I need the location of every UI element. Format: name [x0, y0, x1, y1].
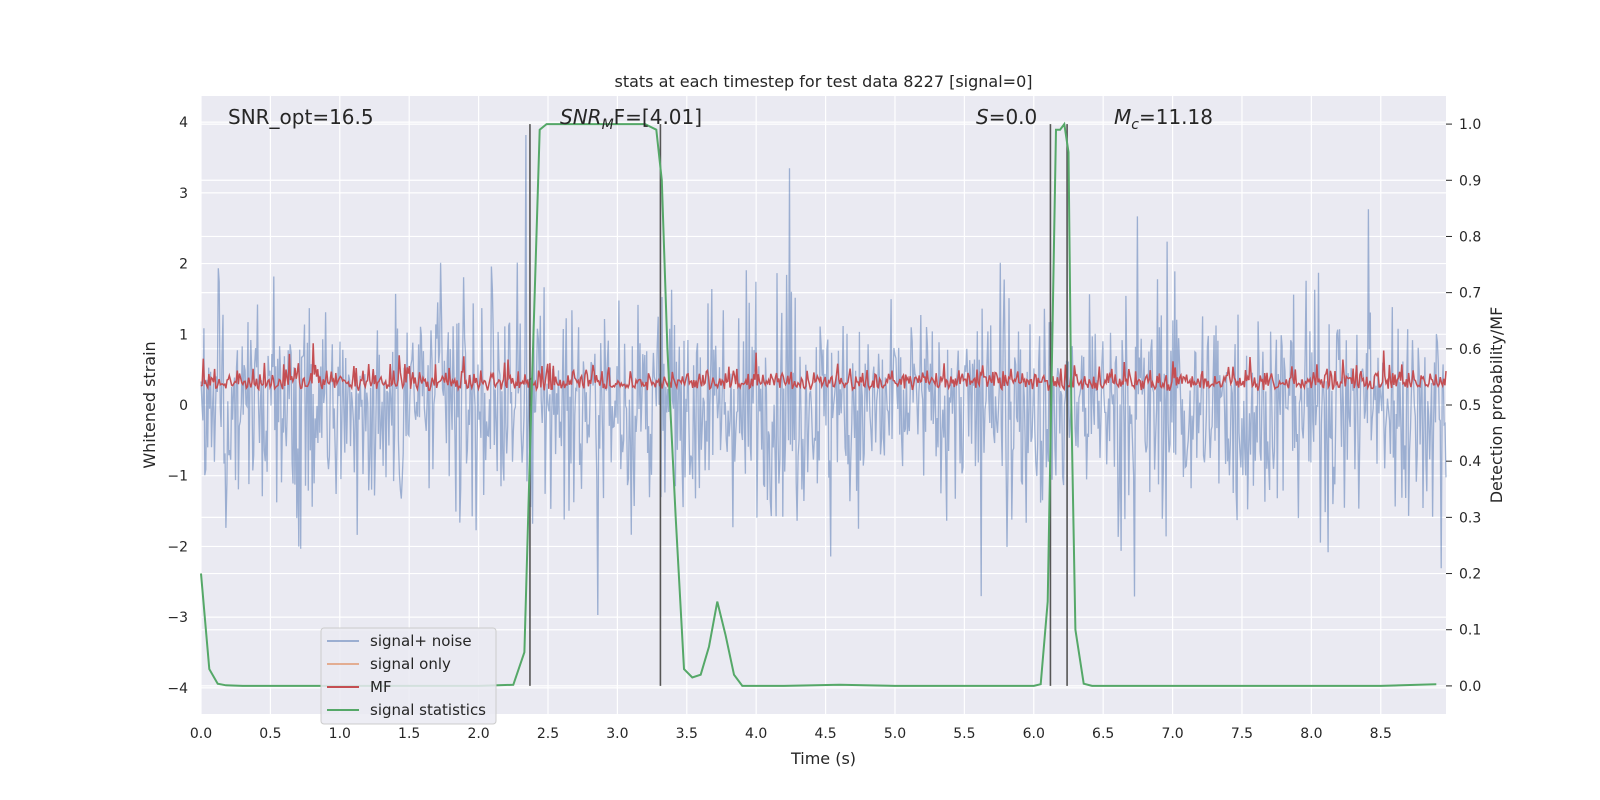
- legend-label-mf: MF: [370, 678, 392, 696]
- annotation-s-symbol: S: [976, 105, 989, 129]
- left-y-tick-label: 1: [179, 327, 188, 343]
- x-axis-ticks: 0.0 0.5 1.0 1.5 2.0 2.5 3.0 3.5 4.0 4.5 5.0 5.5 6.0 6…: [190, 726, 1392, 742]
- x-tick-label: 4.5: [814, 726, 836, 742]
- x-tick-label: 0.5: [259, 726, 281, 742]
- annotation-snr-mf-value: F=[4.01]: [614, 105, 702, 129]
- annotation-s: S=0.0: [976, 105, 1037, 129]
- left-y-tick-label: −3: [167, 610, 188, 626]
- x-tick-label: 8.0: [1300, 726, 1322, 742]
- annotation-snr-opt: SNR_opt=16.5: [228, 105, 374, 129]
- legend-label-signal-statistics: signal statistics: [370, 701, 486, 719]
- x-tick-label: 2.5: [537, 726, 559, 742]
- legend-label-signal-only: signal only: [370, 655, 451, 673]
- mf-line: [200, 343, 1447, 393]
- left-y-tick-label: −2: [167, 539, 188, 555]
- annotation-s-value: =0.0: [989, 105, 1038, 129]
- left-y-tick-label: −4: [167, 681, 188, 697]
- left-y-tick-label: 3: [179, 186, 188, 202]
- left-y-tick-label: 4: [179, 115, 188, 131]
- left-y-tick-label: −1: [167, 469, 188, 485]
- annotation-mc: Mc=11.18: [1114, 105, 1213, 133]
- annotation-snr-mf-subscript: M: [602, 117, 614, 133]
- right-y-tick-label: 1.0: [1459, 117, 1481, 133]
- right-y-tick-label: 0.1: [1459, 623, 1481, 639]
- right-y-tick-label: 0.0: [1459, 679, 1481, 695]
- annotation-snr-mf-symbol: SNR: [560, 105, 602, 129]
- x-tick-label: 6.0: [1023, 726, 1045, 742]
- x-tick-label: 3.0: [606, 726, 628, 742]
- left-y-tick-label: 0: [179, 398, 188, 414]
- left-y-tick-label: 2: [179, 257, 188, 273]
- right-y-tick-label: 0.3: [1459, 510, 1481, 526]
- x-tick-label: 7.5: [1231, 726, 1253, 742]
- annotation-mc-symbol: M: [1114, 105, 1131, 129]
- left-y-axis-ticks: 4 3 2 1 0 −1 −2 −3 −4: [167, 115, 188, 697]
- right-y-tick-label: 0.7: [1459, 286, 1481, 302]
- legend-box: [320, 627, 497, 725]
- annotation-mc-value: =11.18: [1139, 105, 1213, 129]
- x-tick-label: 3.5: [676, 726, 698, 742]
- right-y-tick-label: 0.8: [1459, 229, 1481, 245]
- x-tick-label: 7.0: [1161, 726, 1183, 742]
- annotation-snr-mf: SNRMF=[4.01]: [560, 105, 702, 133]
- legend-label-signal-noise: signal+ noise: [370, 632, 472, 650]
- mf-series: [200, 343, 1447, 393]
- x-tick-label: 8.5: [1370, 726, 1392, 742]
- x-axis-label: Time (s): [790, 749, 856, 768]
- x-tick-label: 1.5: [398, 726, 420, 742]
- annotation-mc-subscript: c: [1131, 117, 1139, 133]
- right-y-tick-label: 0.6: [1459, 342, 1481, 358]
- right-y-tick-label: 0.4: [1459, 454, 1481, 470]
- x-tick-label: 0.0: [190, 726, 212, 742]
- right-y-axis-ticks: 1.0 0.9 0.8 0.7 0.6 0.5 0.4 0.3 0.2 0.1 0.0: [1446, 117, 1481, 695]
- legend: signal+ noise signal only MF signal stat…: [320, 627, 497, 725]
- right-y-tick-label: 0.5: [1459, 398, 1481, 414]
- left-y-axis-label: Whitened strain: [140, 341, 159, 468]
- x-tick-label: 1.0: [329, 726, 351, 742]
- x-tick-label: 2.0: [467, 726, 489, 742]
- right-y-tick-label: 0.2: [1459, 567, 1481, 583]
- x-tick-label: 4.0: [745, 726, 767, 742]
- chart-title: stats at each timestep for test data 822…: [614, 72, 1032, 91]
- x-tick-label: 5.0: [884, 726, 906, 742]
- x-tick-label: 5.5: [953, 726, 975, 742]
- x-tick-label: 6.5: [1092, 726, 1114, 742]
- right-y-tick-label: 0.9: [1459, 173, 1481, 189]
- right-y-axis-label: Detection probability/MF: [1487, 307, 1506, 504]
